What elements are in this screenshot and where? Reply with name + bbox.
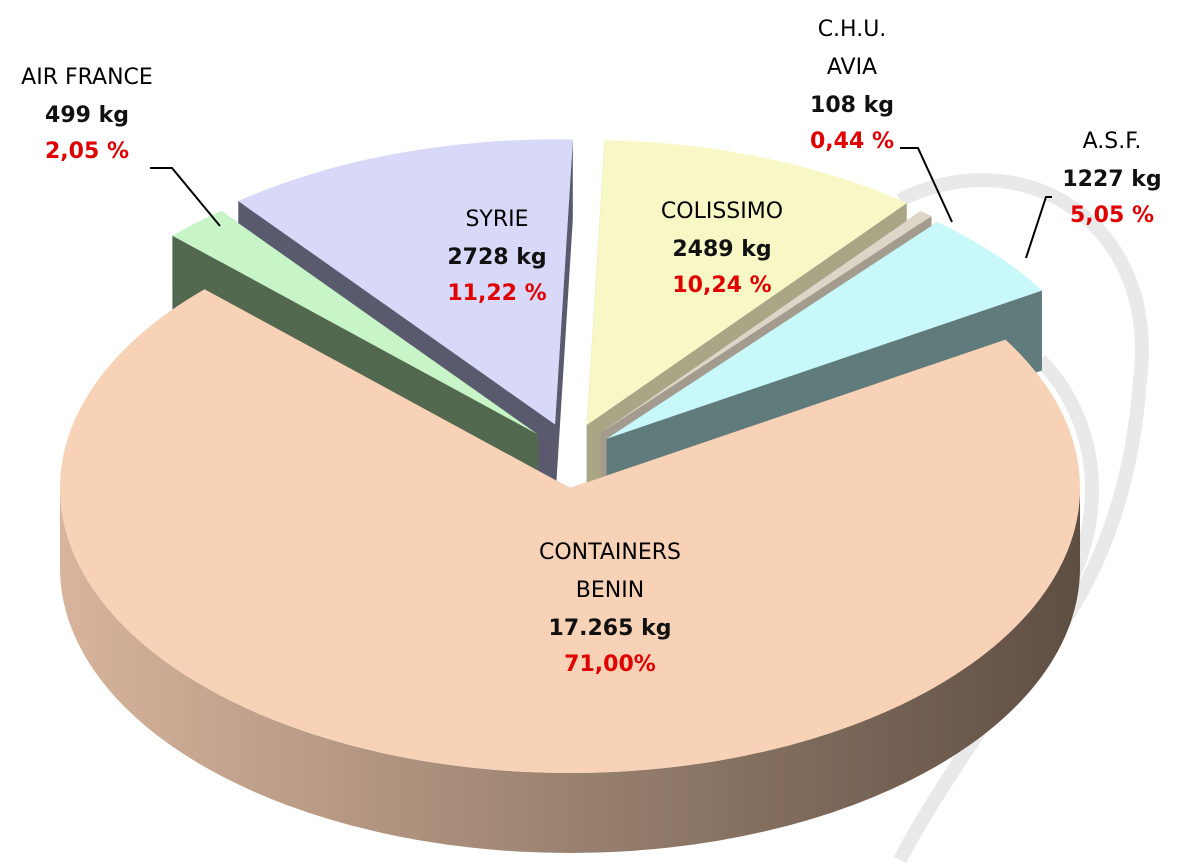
slice-label: AVIA [827,55,877,80]
slice-side [60,488,1080,853]
leader-line [150,167,221,227]
value-label: 2,05 % [45,139,129,164]
slice-top [600,211,932,434]
slice-top [238,139,573,425]
value-label: 5,05 % [1070,203,1154,228]
weight-label: 2489 kg [672,237,771,262]
slice-label: COLISSIMO [661,199,783,224]
weight-label: 2728 kg [447,245,546,270]
value-label: 0,44 % [810,129,894,154]
slice-wall [555,139,573,505]
slice [60,289,1081,853]
weight-label: 499 kg [45,103,129,128]
slice-top [172,210,538,435]
leader-line [1025,196,1052,259]
slice-label: A.S.F. [1083,129,1142,154]
value-label: 11,22 % [447,281,546,306]
slice-top [586,140,907,426]
slice-top [606,221,1042,439]
slice-label: BENIN [576,578,644,603]
weight-label: 17.265 kg [549,616,672,641]
slice-label: C.H.U. [818,17,887,42]
value-label: 71,00% [564,652,656,677]
slice-label: CONTAINERS [539,540,681,565]
slice-label: AIR FRANCE [21,65,153,90]
slice-top [60,289,1081,773]
leader-line [900,147,953,223]
weight-label: 108 kg [810,93,894,118]
slice-label: SYRIE [465,207,528,232]
value-label: 10,24 % [672,273,771,298]
weight-label: 1227 kg [1062,167,1161,192]
